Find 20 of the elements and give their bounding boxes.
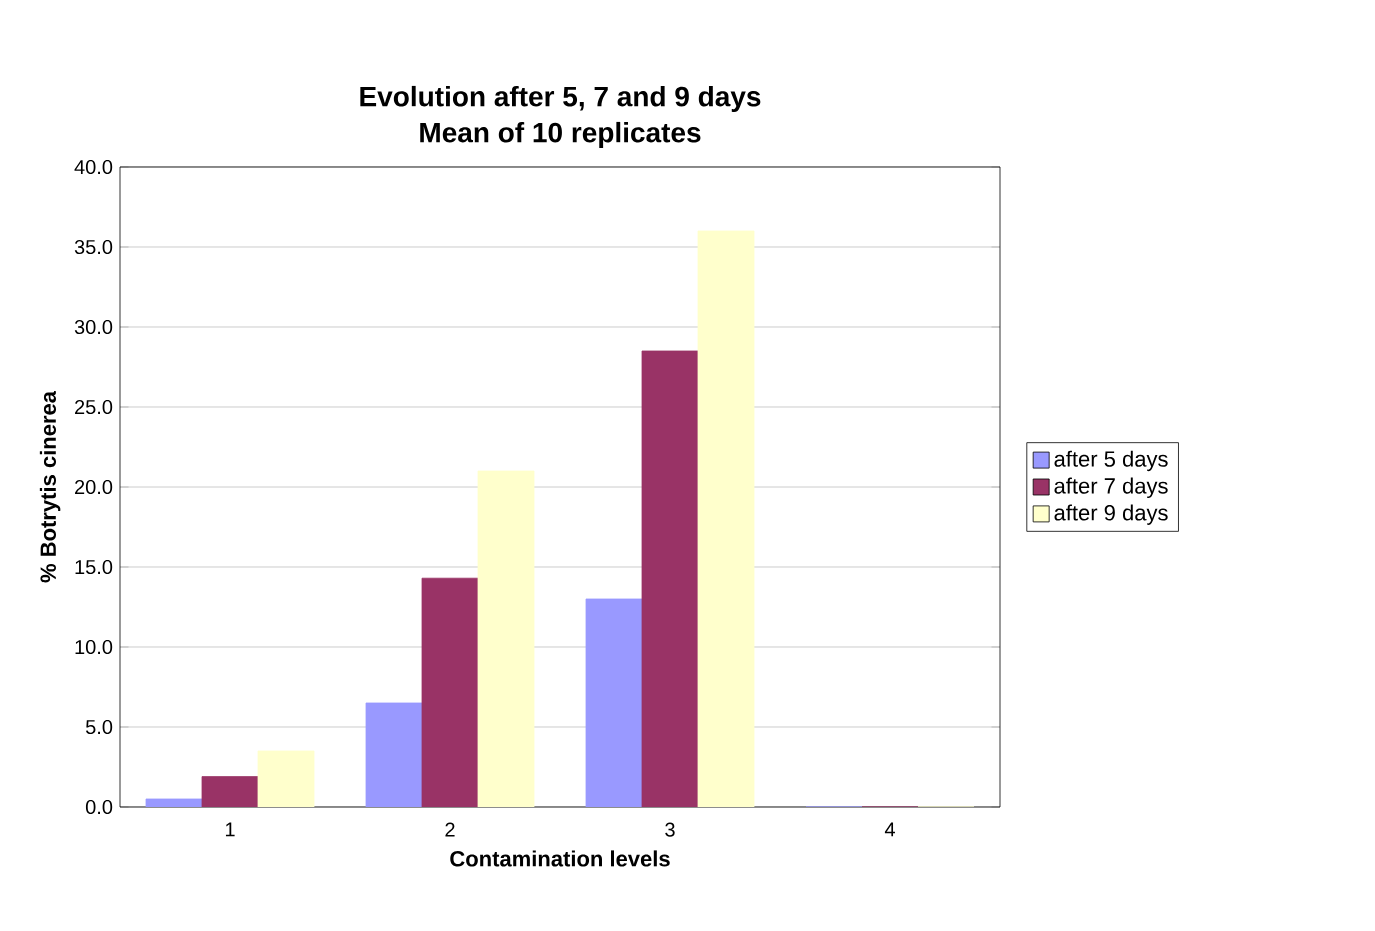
legend-label: after 9 days (1054, 504, 1168, 525)
x-tick-label: 3 (665, 822, 675, 837)
y-tick-label: 40.0 (74, 159, 113, 175)
y-tick-label: 35.0 (74, 239, 113, 255)
y-tick-label: 10.0 (75, 639, 113, 655)
legend-label: after 7 days (1054, 477, 1168, 499)
y-tick-label: 5.0 (85, 719, 113, 735)
x-tick-label: 2 (445, 822, 455, 837)
y-axis-title: % Botrytis cinerea (39, 390, 61, 583)
y-tick-label: 20.0 (75, 479, 113, 495)
y-tick-label: 30.0 (74, 319, 113, 335)
x-tick-label: 4 (884, 822, 895, 837)
legend-label: after 5 days (1054, 450, 1168, 472)
chart-title: Evolution after 5, 7 and 9 days (360, 85, 761, 112)
x-axis-title: Contamination levels (450, 850, 670, 867)
y-tick-label: 15.0 (75, 559, 113, 575)
x-tick-label: 1 (225, 822, 235, 837)
y-tick-label: 0.0 (85, 799, 113, 815)
y-tick-label: 25.0 (75, 399, 113, 415)
chart-subtitle: Mean of 10 replicates (420, 121, 701, 148)
